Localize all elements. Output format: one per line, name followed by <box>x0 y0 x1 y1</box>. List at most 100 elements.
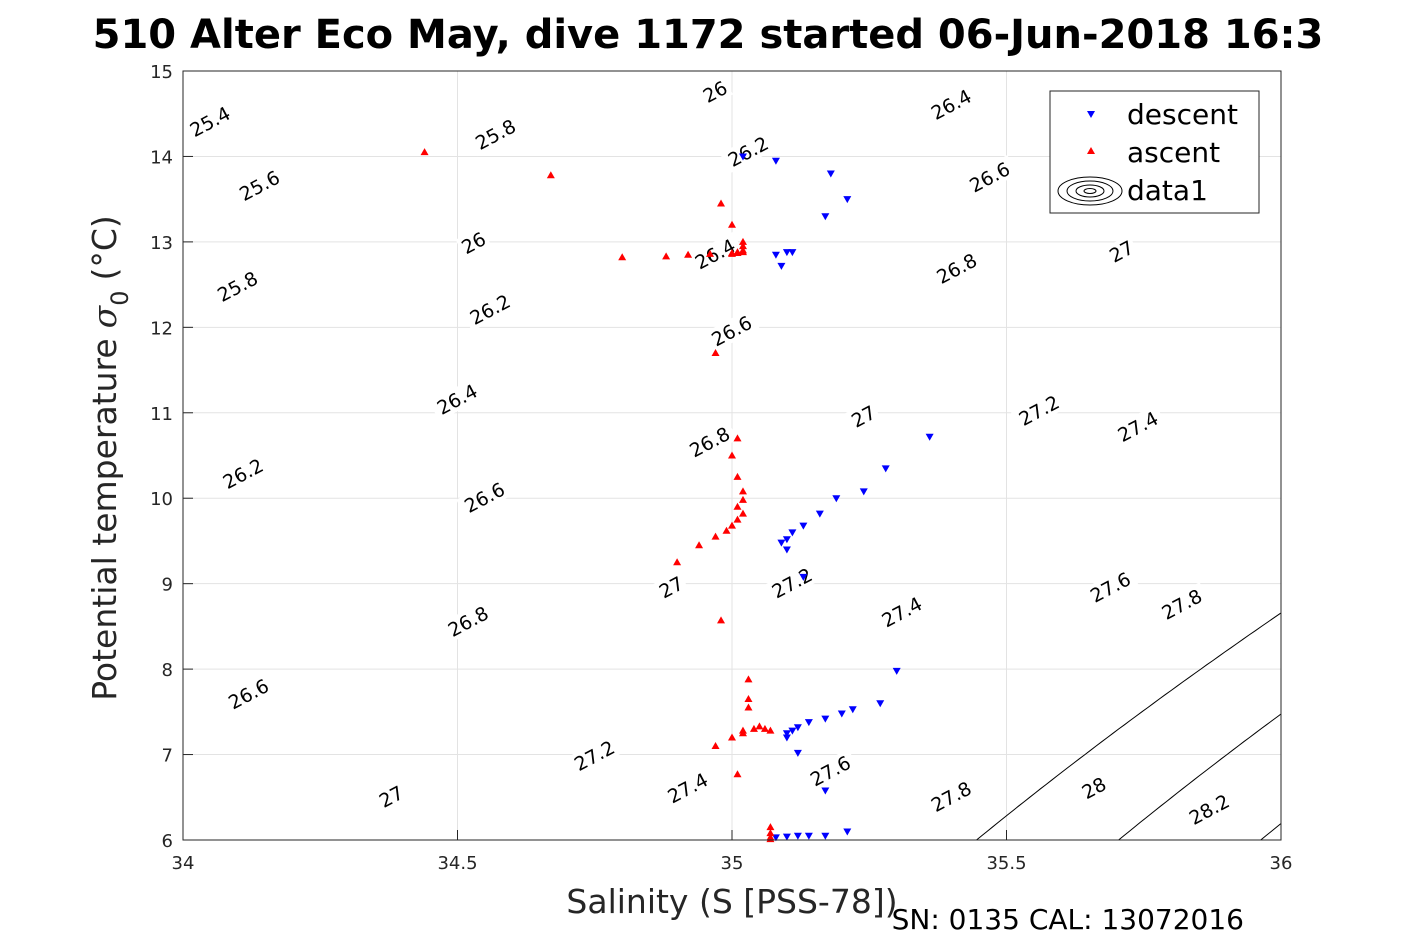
descent-point <box>815 510 824 518</box>
ascent-point <box>706 249 715 257</box>
descent-point <box>782 833 791 841</box>
ascent-point <box>733 434 742 442</box>
descent-point <box>876 700 885 708</box>
ascent-point <box>733 472 742 480</box>
descent-point <box>793 832 802 840</box>
contour-label-bg <box>1109 404 1166 449</box>
contour-label-bg <box>923 82 980 127</box>
legend-ascent-marker <box>1087 147 1095 154</box>
descent-point <box>793 749 802 757</box>
x-axis-label: Salinity (S [PSS-78]) <box>566 882 897 921</box>
ascent-point <box>744 675 753 683</box>
ascent-point <box>722 526 731 534</box>
descent-point <box>821 787 830 795</box>
contour-label-bg <box>659 765 716 810</box>
y-axis-label-sub: 0 <box>106 291 134 306</box>
descent-point <box>788 727 797 735</box>
x-tick-label: 34 <box>172 853 195 874</box>
contour-label-bg <box>1153 582 1210 627</box>
contour-label-bg <box>209 264 266 309</box>
ascent-point <box>728 248 736 256</box>
contour-label-bg <box>1010 388 1068 433</box>
legend-ascent-label: ascent <box>1127 136 1220 169</box>
ascent-point <box>744 695 753 703</box>
ascent-point <box>717 199 726 207</box>
contour-label-bg <box>653 570 690 604</box>
ascent-point <box>760 724 769 732</box>
ascent-point <box>695 541 704 549</box>
ascent-point <box>420 148 429 156</box>
chart-title: 510 Alter Eco May, dive 1172 started 06-… <box>93 12 1324 58</box>
contour-label-bg <box>1082 565 1139 609</box>
ascent-point <box>728 451 736 459</box>
contour-label-bg <box>703 308 760 353</box>
descent-point <box>843 196 852 204</box>
descent-point <box>843 828 852 836</box>
ascent-point <box>766 726 775 734</box>
ascent-point <box>728 733 736 741</box>
descent-point <box>804 832 813 840</box>
descent-point <box>799 573 808 581</box>
descent-point <box>782 249 791 257</box>
ascent-point <box>766 829 775 837</box>
legend: descent ascent data1 <box>1049 90 1260 214</box>
contour-label-bg <box>439 599 497 644</box>
ascent-point <box>738 487 747 495</box>
descent-point <box>777 262 786 270</box>
contour-label-bg <box>923 774 980 819</box>
descent-point <box>832 495 841 503</box>
contour-label-bg <box>961 154 1018 199</box>
descent-point <box>821 715 830 723</box>
contour-label-bg <box>181 99 239 144</box>
y-tick-label: 7 <box>162 746 173 767</box>
contour-label-bg <box>802 748 859 793</box>
y-tick-label: 11 <box>150 404 173 425</box>
contour-label-bg <box>873 589 930 634</box>
y-tick-label: 12 <box>150 318 173 339</box>
legend-descent-marker <box>1087 111 1095 118</box>
contour-label-bg <box>456 475 513 520</box>
x-tick-label: 35 <box>721 853 744 874</box>
descent-point <box>788 529 797 537</box>
contour-label-bg <box>928 246 985 291</box>
contour-label-bg <box>467 112 524 157</box>
contour-label-bg <box>428 377 486 422</box>
contour-label-bg <box>455 226 492 260</box>
ascent-point <box>755 722 764 730</box>
contour-label-bg <box>566 733 623 778</box>
ascent-point <box>728 521 736 529</box>
ascent-point <box>673 558 682 566</box>
isopycnal-line <box>976 612 1281 840</box>
ascent-point <box>733 502 742 510</box>
ascent-point <box>733 248 742 256</box>
ascent-point <box>738 729 747 737</box>
y-tick-label: 14 <box>150 147 173 168</box>
contour-label-bg <box>697 74 733 109</box>
ascent-point <box>733 515 742 523</box>
descent-point <box>771 834 780 842</box>
descent-point <box>881 465 890 473</box>
descent-point <box>782 734 791 742</box>
descent-point <box>771 251 780 259</box>
ascent-point <box>546 171 555 179</box>
y-axis-label-sigma: σ <box>85 304 124 328</box>
ascent-point <box>738 237 747 245</box>
contour-label-bg <box>220 671 277 716</box>
ascent-point <box>738 248 747 256</box>
contour-label-bg <box>1075 771 1112 805</box>
descent-point <box>848 706 857 714</box>
y-tick-label: 8 <box>162 660 173 681</box>
contour-label-bg <box>214 451 272 496</box>
contour-label-bg <box>1181 787 1238 832</box>
ascent-point <box>711 348 720 356</box>
descent-point <box>788 249 797 257</box>
descent-point <box>799 522 808 530</box>
descent-point <box>782 536 791 544</box>
contour-label-bg <box>686 231 744 276</box>
x-tick-label: 36 <box>1270 853 1293 874</box>
descent-point <box>925 433 934 441</box>
y-tick-label: 13 <box>150 233 173 254</box>
contour-label-bg <box>461 287 519 332</box>
ascent-point <box>738 495 747 503</box>
